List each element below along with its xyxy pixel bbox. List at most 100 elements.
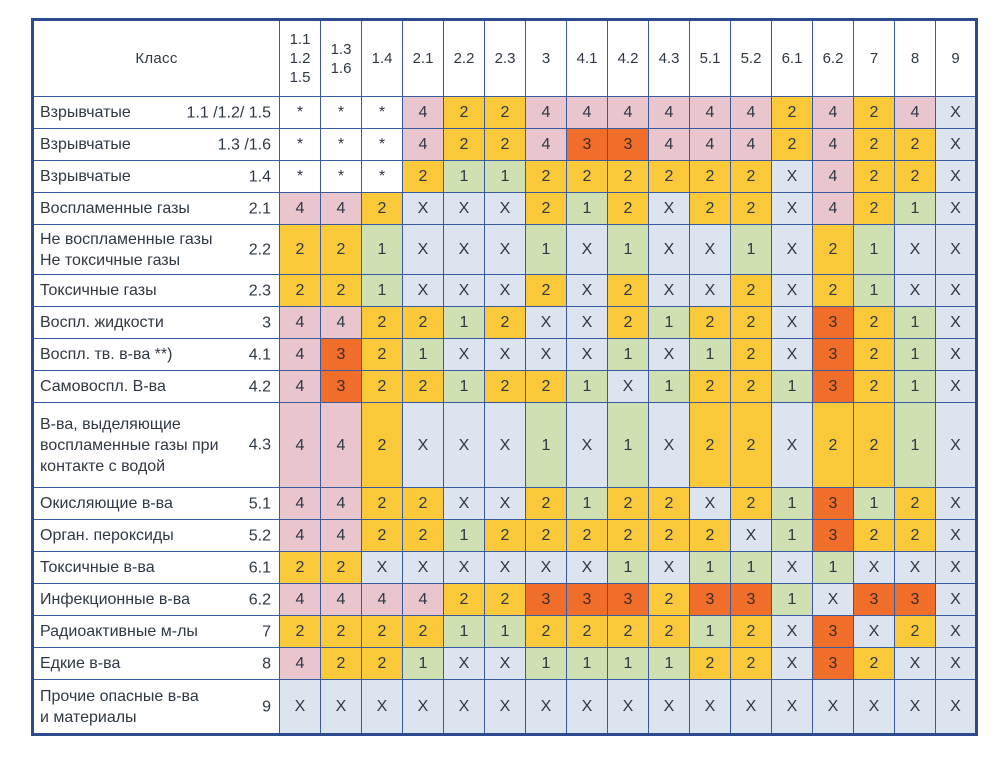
column-header: 9	[935, 19, 977, 97]
row-header: Взрывчатые 1.3 /1.6	[32, 128, 280, 161]
compat-cell: 2	[648, 487, 690, 520]
row-class-name: Не воспламенные газы Не токсичные газы	[40, 230, 213, 269]
compat-cell: 2	[320, 647, 362, 680]
compat-cell: X	[648, 679, 690, 735]
compat-cell: *	[279, 160, 321, 193]
compat-cell: 3	[812, 370, 854, 403]
row-class-name: Взрывчатые	[40, 104, 131, 121]
compat-cell: X	[894, 274, 936, 307]
compat-cell: 2	[730, 647, 772, 680]
row-class-number: 3	[262, 314, 271, 331]
row-class-name: Орган. пероксиды	[40, 527, 174, 544]
table-row: Воспл. тв. в-ва **) 4.1 4 3 2 1 X X X X 1 X 1 2 X 3 2 1 X	[32, 338, 977, 371]
table-row: Инфекционные в-ва 6.2 4 4 4 4 2 2 3 3 3 2 3 3 1 X 3 3 X	[32, 583, 977, 616]
compat-cell: X	[771, 274, 813, 307]
compat-cell: X	[484, 679, 526, 735]
compat-cell: 1	[566, 370, 608, 403]
compat-cell: 4	[402, 128, 444, 161]
compat-cell: X	[935, 96, 977, 129]
compat-cell: 2	[894, 487, 936, 520]
row-header: Окисляющие в-ва 5.1	[32, 487, 280, 520]
compat-cell: 2	[402, 487, 444, 520]
compat-cell: 4	[812, 128, 854, 161]
compat-cell: 1	[361, 274, 403, 307]
compat-cell: X	[935, 338, 977, 371]
compat-cell: 1	[894, 192, 936, 225]
compat-cell: 1	[689, 551, 731, 584]
compat-cell: 2	[279, 615, 321, 648]
compat-cell: 2	[607, 519, 649, 552]
compat-cell: X	[607, 370, 649, 403]
compat-cell: 4	[361, 583, 403, 616]
compat-cell: 2	[853, 128, 895, 161]
compat-cell: 2	[730, 402, 772, 488]
compat-cell: X	[443, 338, 485, 371]
class-column-header: Класс	[32, 19, 280, 97]
compat-cell: 1	[894, 306, 936, 339]
compat-cell: 3	[812, 338, 854, 371]
compat-cell: X	[935, 679, 977, 735]
compat-cell: X	[279, 679, 321, 735]
row-header: Воспламенные газы 2.1	[32, 192, 280, 225]
compat-cell: X	[484, 224, 526, 275]
row-class-number: 5.2	[248, 527, 271, 544]
compat-cell: X	[648, 551, 690, 584]
compat-cell: X	[689, 487, 731, 520]
compat-cell: 4	[812, 192, 854, 225]
table-row: В-ва, выделяющие воспламенные газы при кон…	[32, 402, 977, 488]
compat-cell: 4	[689, 96, 731, 129]
compat-cell: 1	[607, 338, 649, 371]
compat-cell: 4	[607, 96, 649, 129]
compat-cell: X	[853, 551, 895, 584]
row-class-number: 6.2	[248, 591, 271, 608]
row-header: Инфекционные в-ва 6.2	[32, 583, 280, 616]
compat-cell: X	[648, 224, 690, 275]
row-header: Взрывчатые 1.1 /1.2/ 1.5	[32, 96, 280, 129]
compat-cell: X	[566, 224, 608, 275]
compat-cell: 2	[812, 274, 854, 307]
compat-cell: X	[566, 402, 608, 488]
column-header: 6.2	[812, 19, 854, 97]
compat-cell: X	[935, 370, 977, 403]
column-header: 4.3	[648, 19, 690, 97]
compat-cell: 2	[689, 160, 731, 193]
compat-cell: 4	[320, 306, 362, 339]
row-class-name: Взрывчатые	[40, 168, 131, 185]
compat-cell: 3	[812, 306, 854, 339]
compat-cell: *	[361, 96, 403, 129]
row-class-number: 2.1	[248, 200, 271, 217]
compat-cell: 1	[771, 583, 813, 616]
compat-cell: 2	[484, 583, 526, 616]
row-class-number: 4.3	[248, 436, 271, 454]
compat-cell: 2	[361, 487, 403, 520]
table-row: Самовоспл. В-ва 4.2 4 3 2 2 1 2 2 1 X 1 2 2 1 3 2 1 X	[32, 370, 977, 403]
compat-cell: 2	[894, 128, 936, 161]
row-class-name: Взрывчатые	[40, 136, 131, 153]
column-header: 8	[894, 19, 936, 97]
compat-cell: 2	[812, 224, 854, 275]
compat-cell: 1	[402, 647, 444, 680]
compat-cell: X	[648, 192, 690, 225]
compat-cell: X	[935, 551, 977, 584]
compat-cell: X	[935, 224, 977, 275]
compat-cell: X	[648, 402, 690, 488]
column-header: 1.3 1.6	[320, 19, 362, 97]
compat-cell: X	[935, 583, 977, 616]
column-header: 5.2	[730, 19, 772, 97]
row-class-name: Инфекционные в-ва	[40, 591, 190, 608]
compat-cell: 4	[402, 583, 444, 616]
column-header: 1.4	[361, 19, 403, 97]
compat-cell: 4	[320, 487, 362, 520]
table-row: Воспламенные газы 2.1 4 4 2 X X X 2 1 2 X 2 2 X 4 2 1 X	[32, 192, 977, 225]
compat-cell: 2	[812, 402, 854, 488]
compat-cell: 3	[320, 370, 362, 403]
compat-cell: X	[402, 679, 444, 735]
compat-cell: 2	[402, 615, 444, 648]
column-header: 4.2	[607, 19, 649, 97]
compat-cell: 1	[402, 338, 444, 371]
compat-cell: 1	[771, 370, 813, 403]
column-header: 3	[525, 19, 567, 97]
compat-cell: X	[402, 192, 444, 225]
table-row: Окисляющие в-ва 5.1 4 4 2 2 X X 2 1 2 2 X 2 1 3 1 2 X	[32, 487, 977, 520]
compat-cell: X	[853, 679, 895, 735]
